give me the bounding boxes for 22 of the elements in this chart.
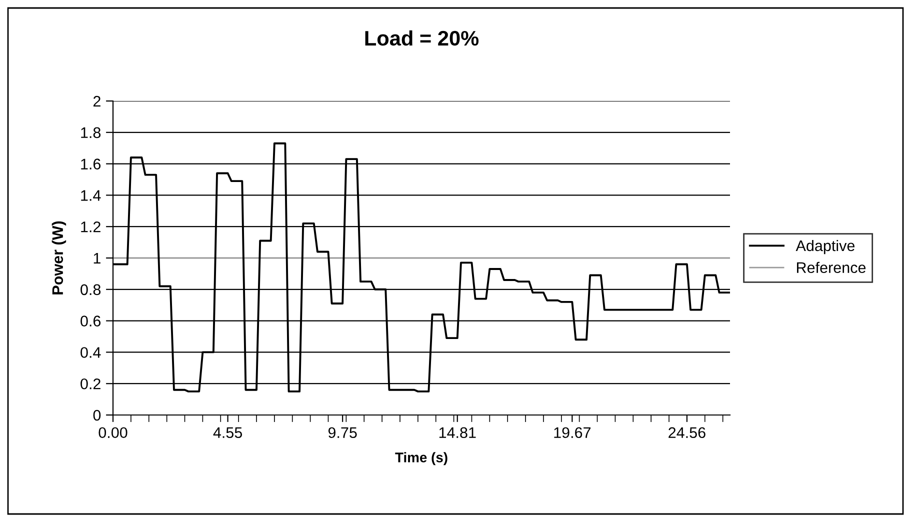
y-tick-label: 1.6: [81, 158, 101, 170]
chart-title: Load = 20%: [365, 30, 479, 46]
y-tick-label: 2: [93, 96, 100, 107]
x-tick-label: 14.81: [439, 427, 476, 438]
y-tick-label: 1.8: [81, 127, 101, 138]
y-tick-label: 1.4: [81, 190, 101, 201]
y-tick-label: 0.8: [80, 284, 101, 296]
y-tick-label: 0.6: [80, 316, 101, 326]
x-tick-label: 4.55: [213, 427, 242, 438]
y-tick-label: 0: [93, 410, 101, 421]
y-tick-label: 1: [94, 253, 100, 264]
x-tick-label: 0.00: [98, 427, 128, 438]
y-tick-label: 0.4: [80, 347, 101, 358]
y-tick-label: 0.2: [80, 378, 100, 390]
y-axis-title: Power (W): [52, 221, 66, 294]
x-tick-label: 9.75: [328, 427, 357, 438]
legend-label: Reference: [797, 262, 866, 274]
legend-label: Adaptive: [796, 240, 855, 254]
x-tick-label: 19.67: [554, 427, 591, 438]
x-tick-label: 24.56: [668, 427, 706, 438]
y-tick-label: 1.2: [81, 221, 100, 232]
x-axis-title: Time (s): [395, 452, 448, 466]
